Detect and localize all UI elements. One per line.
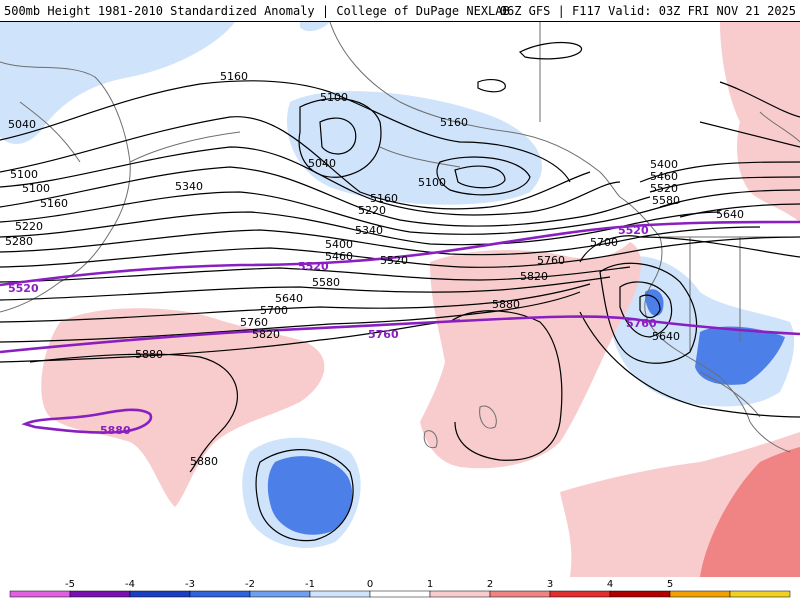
contour-label: 5220: [358, 204, 386, 217]
colorbar-tick-label: 3: [547, 579, 553, 590]
contour-label: 5520: [650, 182, 678, 195]
climo-label: 5760: [368, 328, 399, 341]
contour-label: 5820: [520, 270, 548, 283]
contour-label: 5460: [325, 250, 353, 263]
anomaly-map: 5160 5100 5040 5040 5100 5160 5100 5160 …: [0, 22, 800, 577]
contour-label: 5040: [8, 118, 36, 131]
colorbar-ticks: -5 -4 -3 -2 -1 0 1 2 3 4 5: [65, 579, 673, 590]
contour-label: 5160: [220, 70, 248, 83]
climo-label: 5520: [298, 260, 329, 273]
climo-label: 5760: [626, 317, 657, 330]
contour-label: 5160: [40, 197, 68, 210]
climatology-labels: 5520 5520 5520 5760 5760 5880: [8, 224, 657, 437]
height-contours: [0, 42, 800, 542]
climatology-contours: [0, 220, 800, 434]
map-title: 500mb Height 1981-2010 Standardized Anom…: [4, 4, 510, 18]
contour-label: 5760: [240, 316, 268, 329]
contour-label: 5640: [275, 292, 303, 305]
contour-label: 5280: [5, 235, 33, 248]
colorbar-swatch: [489, 590, 551, 598]
contour-label: 5640: [716, 208, 744, 221]
colorbar-swatch: [609, 590, 671, 598]
contour-label: 5340: [175, 180, 203, 193]
map-canvas: 5160 5100 5040 5040 5100 5160 5100 5160 …: [0, 22, 800, 577]
model-run-info: 06Z GFS | F117 Valid: 03Z FRI NOV 21 202…: [499, 4, 796, 18]
contour-label: 5460: [650, 170, 678, 183]
negative-anomaly-shading: [0, 22, 795, 548]
colorbar-swatches: [9, 590, 791, 598]
contour-label: 5580: [652, 194, 680, 207]
colorbar-swatch: [189, 590, 251, 598]
colorbar-swatch: [309, 590, 371, 598]
contour-label: 5760: [537, 254, 565, 267]
contour-label: 5400: [650, 158, 678, 171]
positive-anomaly-shading: [41, 22, 800, 577]
colorbar-swatch: [429, 590, 491, 598]
contour-label: 5880: [190, 455, 218, 468]
contour-label: 5580: [312, 276, 340, 289]
colorbar-tick-label: 1: [427, 579, 433, 590]
contour-label: 5400: [325, 238, 353, 251]
contour-label: 5820: [252, 328, 280, 341]
contour-label: 5520: [380, 254, 408, 267]
colorbar-tick-label: 0: [367, 579, 373, 590]
colorbar-swatch: [669, 590, 731, 598]
contour-label: 5880: [135, 348, 163, 361]
contour-labels: 5160 5100 5040 5040 5100 5160 5100 5160 …: [5, 70, 744, 468]
colorbar-tick-label: 4: [607, 579, 613, 590]
colorbar-swatch: [129, 590, 191, 598]
colorbar-tick-label: -5: [65, 579, 75, 590]
colorbar-svg: -5 -4 -3 -2 -1 0 1 2 3 4 5: [9, 579, 791, 598]
colorbar-swatch: [369, 590, 431, 598]
colorbar-tick-label: 5: [667, 579, 673, 590]
contour-label: 5100: [10, 168, 38, 181]
contour-label: 5700: [590, 236, 618, 249]
climo-label: 5520: [618, 224, 649, 237]
contour-label: 5100: [320, 91, 348, 104]
colorbar-swatch: [249, 590, 311, 598]
contour-label: 5220: [15, 220, 43, 233]
contour-label: 5700: [260, 304, 288, 317]
contour-label: 5100: [418, 176, 446, 189]
climo-label: 5520: [8, 282, 39, 295]
colorbar: -5 -4 -3 -2 -1 0 1 2 3 4 5: [0, 577, 800, 600]
colorbar-swatch: [729, 590, 791, 598]
climo-label: 5880: [100, 424, 131, 437]
colorbar-swatch: [549, 590, 611, 598]
contour-label: 5100: [22, 182, 50, 195]
contour-label: 5160: [370, 192, 398, 205]
contour-label: 5880: [492, 298, 520, 311]
colorbar-tick-label: -3: [185, 579, 195, 590]
colorbar-swatch: [69, 590, 131, 598]
colorbar-tick-label: -2: [245, 579, 255, 590]
colorbar-tick-label: 2: [487, 579, 493, 590]
contour-label: 5340: [355, 224, 383, 237]
map-header: 500mb Height 1981-2010 Standardized Anom…: [0, 0, 800, 22]
colorbar-tick-label: -1: [305, 579, 315, 590]
contour-label: 5160: [440, 116, 468, 129]
contour-label: 5640: [652, 330, 680, 343]
colorbar-tick-label: -4: [125, 579, 135, 590]
colorbar-swatch: [9, 590, 71, 598]
contour-label: 5040: [308, 157, 336, 170]
